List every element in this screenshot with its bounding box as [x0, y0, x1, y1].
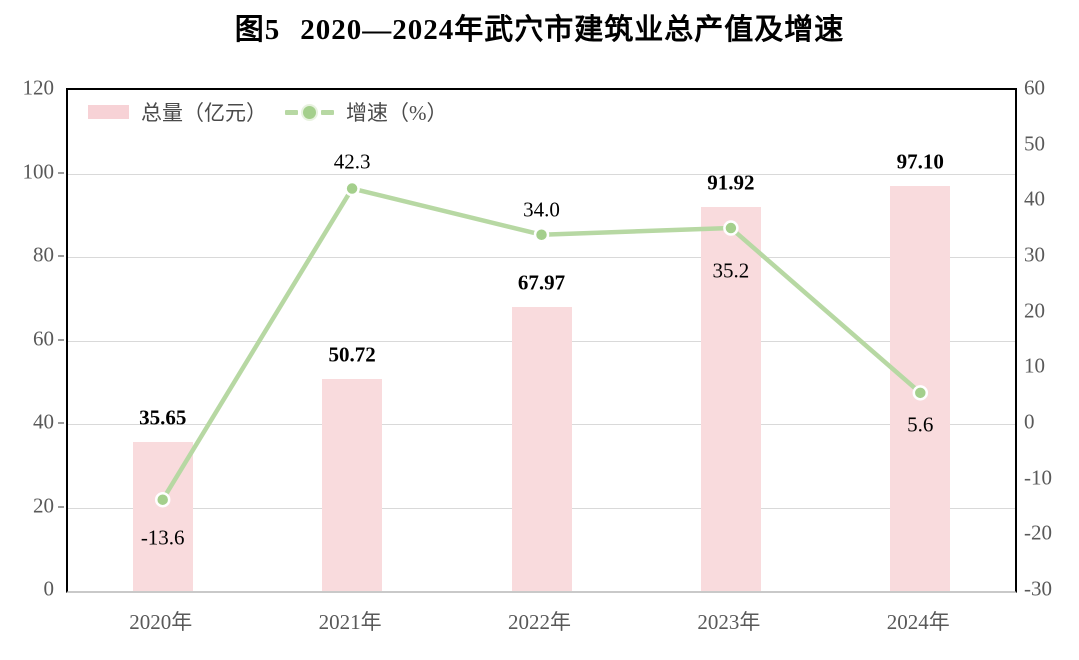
- legend-line-dash-icon: [321, 109, 334, 115]
- x-axis-label-2022年: 2022年: [508, 610, 571, 634]
- left-axis-tick-mark: [58, 422, 64, 424]
- line-point-marker: [154, 491, 171, 508]
- legend-line-swatch-icon: [285, 103, 334, 121]
- legend-bar-swatch-icon: [88, 105, 129, 119]
- line-value-label: 34.0: [523, 197, 560, 222]
- x-axis-label-2020年: 2020年: [129, 610, 193, 634]
- chart-title-main: 2020—2024年武穴市建筑业总产值及增速: [300, 14, 845, 46]
- gridline: [68, 257, 1015, 258]
- bar-value-label: 35.65: [139, 405, 187, 430]
- line-point-marker: [912, 385, 929, 401]
- right-axis-tick-label: 0: [1024, 409, 1035, 434]
- left-axis-tick-label: 20: [33, 493, 54, 517]
- bar-value-label: 67.97: [517, 270, 566, 295]
- growth-line-layer: [154, 180, 929, 508]
- bar-value-label: 50.72: [328, 342, 376, 367]
- right-axis-tick-label: -20: [1024, 520, 1052, 545]
- chart-title-prefix: 图5: [234, 14, 281, 46]
- x-axis-label-2021年: 2021年: [318, 610, 382, 634]
- left-axis-tick-label: 0: [43, 576, 55, 601]
- line-point-marker: [344, 180, 360, 197]
- right-axis-tick-label: 10: [1024, 353, 1045, 378]
- right-axis-tick-label: -10: [1024, 465, 1052, 490]
- line-value-label: 35.2: [712, 258, 750, 283]
- line-value-label: 5.6: [907, 412, 934, 437]
- legend-line-label: 增速（%）: [346, 101, 448, 125]
- right-axis-tick-label: 60: [1024, 75, 1045, 100]
- left-axis-tick-mark: [58, 171, 64, 174]
- left-axis-tick-label: 60: [33, 326, 54, 350]
- bar-value-label: 97.10: [896, 149, 944, 174]
- bar-2023年: [700, 207, 761, 591]
- right-axis-tick-label: -30: [1024, 576, 1052, 601]
- legend-line-marker-icon: [301, 103, 318, 121]
- left-axis-tick-label: 120: [22, 75, 55, 100]
- right-axis-tick-label: 20: [1024, 298, 1045, 323]
- chart-title: 图5 2020—2024年武穴市建筑业总产值及增速: [0, 8, 1079, 52]
- left-axis-tick-label: 80: [33, 242, 54, 267]
- left-axis-tick-mark: [58, 255, 64, 257]
- legend-bar-label: 总量（亿元）: [141, 101, 267, 125]
- legend-line-dash-icon: [285, 109, 298, 115]
- left-axis-tick-mark: [58, 505, 64, 508]
- right-axis-tick-label: 40: [1024, 186, 1045, 211]
- legend: 总量（亿元） 增速（%）: [88, 100, 448, 125]
- gridline: [68, 173, 1015, 175]
- line-value-label: 42.3: [333, 149, 371, 174]
- bar-2022年: [511, 307, 572, 591]
- x-axis-label-2024年: 2024年: [886, 610, 950, 634]
- left-axis-tick-mark: [58, 338, 64, 341]
- bar-2021年: [322, 379, 383, 591]
- bar-value-label: 91.92: [707, 170, 755, 195]
- left-axis-tick-label: 40: [33, 409, 54, 434]
- line-point-marker: [533, 226, 550, 243]
- plot-area: 总量（亿元） 增速（%） 35.65 50.72 67.97 91.92 97.10 -1…: [66, 88, 1017, 593]
- line-point-marker: [723, 220, 739, 236]
- left-axis-tick-label: 100: [22, 159, 55, 183]
- line-value-label: -13.6: [140, 525, 185, 550]
- x-axis-label-2023年: 2023年: [697, 610, 761, 634]
- right-axis-tick-label: 30: [1024, 242, 1045, 267]
- right-axis-tick-label: 50: [1024, 131, 1045, 156]
